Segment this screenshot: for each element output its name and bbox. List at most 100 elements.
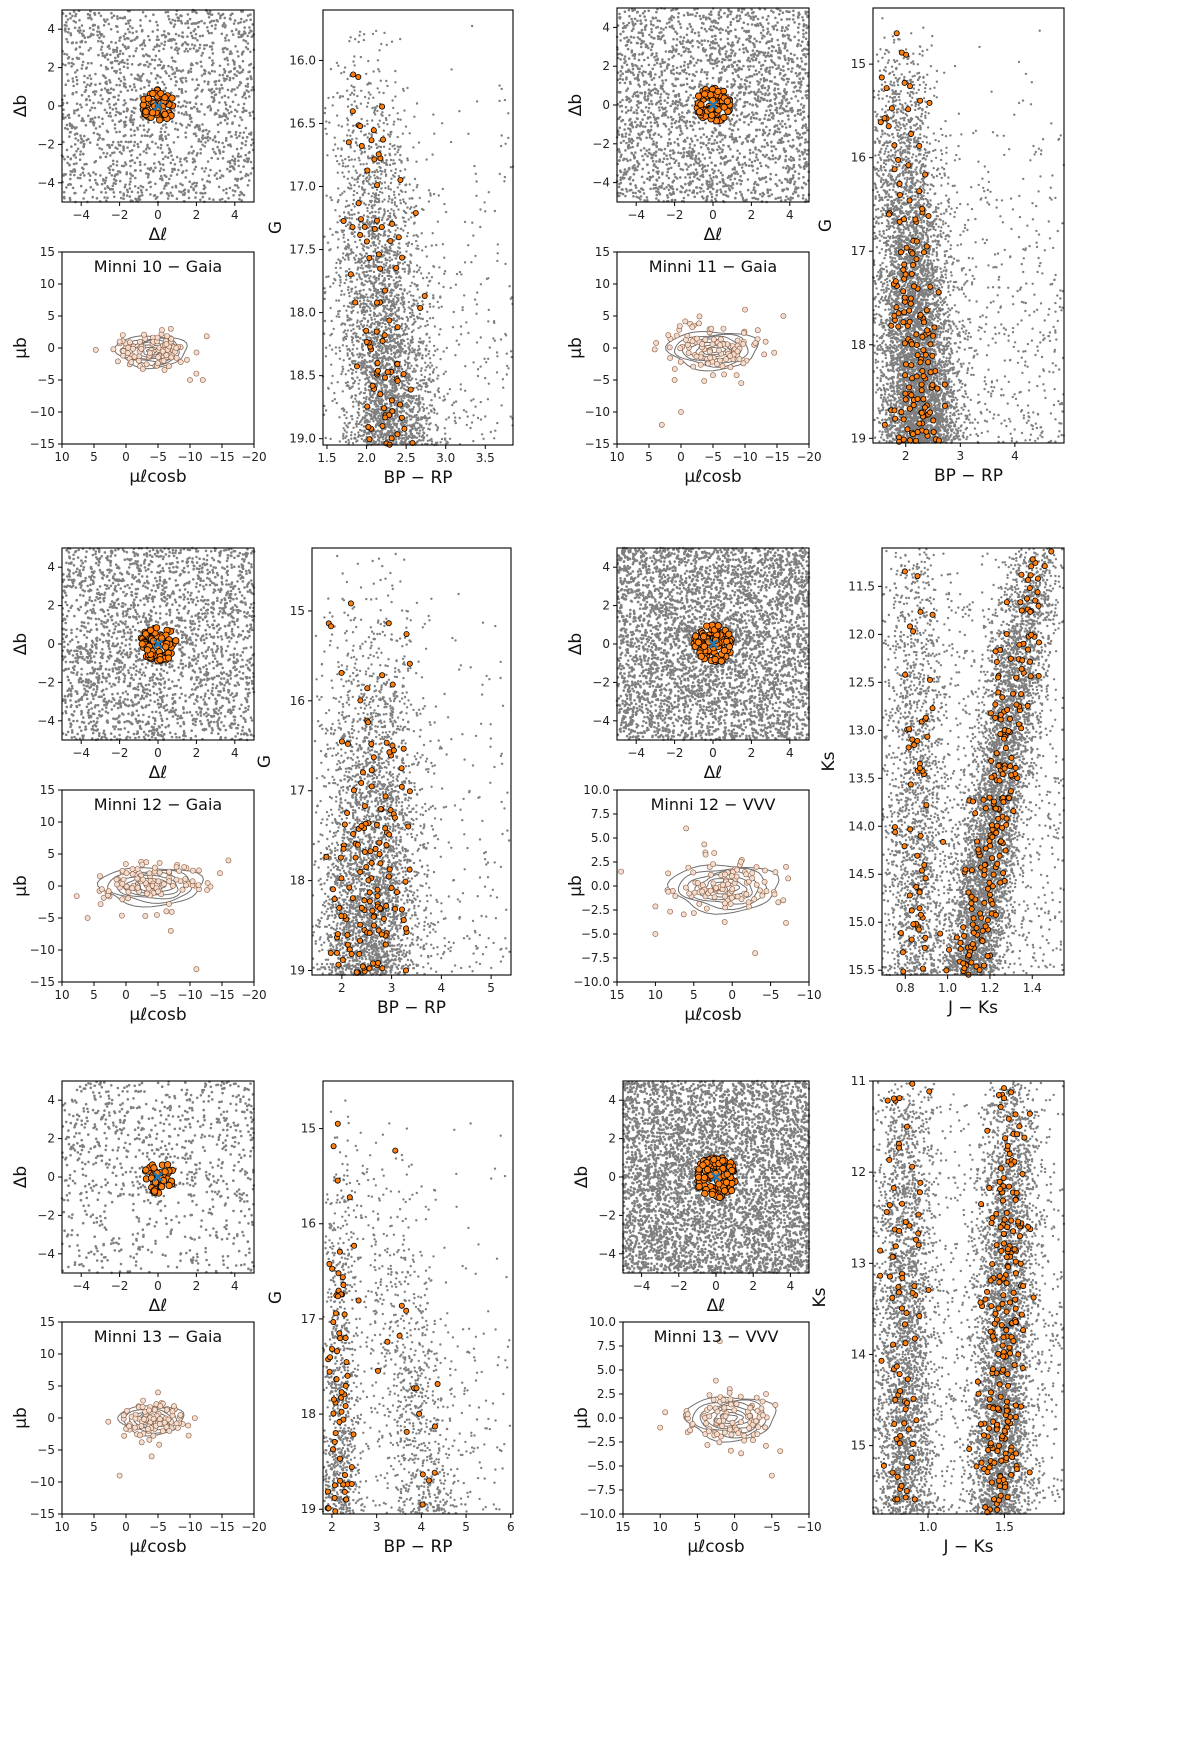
field-star [125,116,128,119]
field-star [113,191,116,194]
field-star [418,269,420,271]
field-star [194,196,197,199]
field-star [439,441,441,443]
field-star [380,288,382,290]
field-star [444,433,446,435]
field-star [404,308,406,310]
field-star [230,111,233,114]
field-star [347,329,349,331]
field-star [234,94,237,97]
field-star [160,60,163,63]
field-star [71,77,74,80]
field-star [232,101,235,104]
field-star [471,25,473,27]
field-star [129,25,132,28]
field-star [98,116,101,119]
field-star [411,305,413,307]
field-star [81,167,84,170]
field-star [202,138,205,141]
field-star [408,291,410,293]
field-star [416,264,418,266]
field-star [401,368,403,370]
field-star [160,131,163,134]
field-star [194,126,197,129]
field-star [141,194,144,197]
member-star [169,95,175,101]
field-star [205,129,208,132]
field-star [237,165,240,168]
field-star [68,163,71,166]
field-star [188,180,191,183]
field-star [376,315,378,317]
field-star [231,88,234,91]
field-star [346,90,348,92]
field-star [201,144,204,147]
field-star [205,44,208,47]
field-star [185,126,188,129]
field-star [158,45,161,48]
field-star [360,323,362,325]
field-star [208,181,211,184]
field-star [119,180,122,183]
field-star [218,79,221,82]
field-star [185,157,188,160]
field-star [224,95,227,98]
field-star [133,130,136,133]
field-star [195,191,198,194]
field-star [349,135,351,137]
field-star [113,96,116,99]
field-star [75,162,78,165]
field-star [379,240,381,242]
field-star [89,179,92,182]
field-star [125,141,128,144]
field-star [371,195,373,197]
field-star [181,44,184,47]
field-star [213,70,216,73]
field-star [218,87,221,90]
field-star [222,114,225,117]
field-star [355,400,357,402]
field-star [407,273,409,275]
field-star [195,12,198,15]
field-star [348,217,350,219]
field-star [167,32,170,35]
field-star [218,114,221,117]
field-star [446,441,448,443]
field-star [132,55,135,58]
field-star [458,110,460,112]
field-star [395,257,397,259]
field-star [480,418,482,420]
field-star [193,168,196,171]
field-star [188,101,191,104]
field-star [66,53,69,56]
field-star [500,145,502,147]
field-star [119,17,122,20]
field-star [225,108,228,111]
pm-member [162,367,167,372]
field-star [199,199,202,202]
field-star [233,62,236,65]
field-star [156,29,159,32]
field-star [64,24,67,27]
field-star [428,200,430,202]
field-star [129,165,132,168]
field-star [105,177,108,180]
field-star [114,114,117,117]
field-star [463,409,465,411]
field-star [504,176,506,178]
field-star [356,340,358,342]
field-star [249,13,252,16]
pm-member [125,351,130,356]
field-star [353,199,355,201]
field-star [131,159,134,162]
field-star [408,265,410,267]
field-star [199,35,202,38]
field-star [163,44,166,47]
field-star [237,178,240,181]
field-star [190,68,193,71]
field-star [98,37,101,40]
field-star [186,35,189,38]
field-star [177,105,180,108]
field-star [154,166,157,169]
field-star [355,371,357,373]
